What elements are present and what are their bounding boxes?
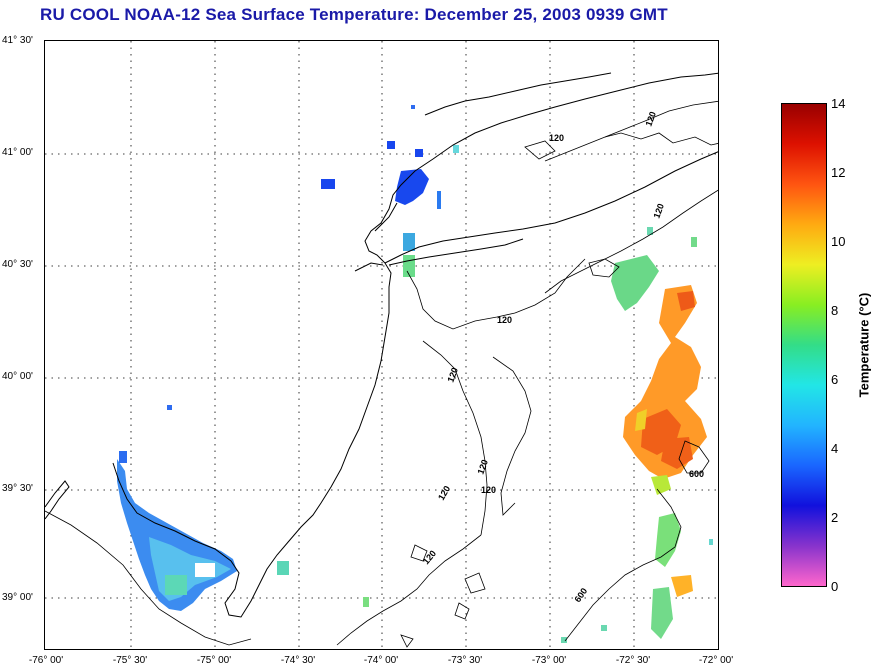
lon-label-76-00: -76° 00' <box>28 655 64 666</box>
lat-label-39-30: 39° 30' <box>2 483 33 494</box>
contour-label: 120 <box>549 133 564 143</box>
sst-slope-pixel <box>647 227 653 235</box>
colorbar-tick: 4 <box>831 441 839 456</box>
map-title: RU COOL NOAA-12 Sea Surface Temperature:… <box>40 5 668 24</box>
colorbar-tick: 6 <box>831 372 839 387</box>
lon-label-72-00: -72° 00' <box>698 655 734 666</box>
contour-label: 120 <box>497 315 512 325</box>
lat-label-40-00: 40° 00' <box>2 371 33 382</box>
lat-label-39-00: 39° 00' <box>2 592 33 603</box>
sst-slope-water-mid <box>651 475 671 495</box>
sst-slope-water-warm <box>671 575 693 597</box>
sst-slope-water-hot <box>677 291 695 311</box>
colorbar-tick: 10 <box>831 234 846 249</box>
sst-ny-patch <box>277 561 289 575</box>
sst-ny-harbor <box>395 169 429 205</box>
sst-map-svg: 120 120 120 120 120 120 120 120 120 600 … <box>45 41 718 649</box>
lon-label-75-30: -75° 30' <box>112 655 148 666</box>
lat-label-41-00: 41° 00' <box>2 147 33 158</box>
sst-ny-patch <box>321 179 335 189</box>
sst-pixels <box>117 105 713 643</box>
sst-bay-patch <box>167 405 172 410</box>
sst-bay-patch <box>165 575 187 595</box>
coastline <box>45 72 718 618</box>
contour-label: 120 <box>651 202 666 220</box>
sst-slope-water-hot <box>661 437 693 469</box>
sst-ny-patch <box>363 597 369 607</box>
lon-label-74-00: -74° 00' <box>363 655 399 666</box>
contour-label: 120 <box>421 548 438 566</box>
lon-label-72-30: -72° 30' <box>615 655 651 666</box>
temperature-colorbar <box>781 103 827 587</box>
sst-ny-patch <box>403 233 415 251</box>
lon-label-73-00: -73° 00' <box>531 655 567 666</box>
contour-label: 600 <box>572 586 589 604</box>
sst-slope-pixel <box>709 539 713 545</box>
contour-label: 120 <box>481 485 496 495</box>
contour-label: 600 <box>689 469 704 479</box>
sst-ny-patch <box>453 145 459 153</box>
sst-slope-water-green <box>655 513 681 567</box>
sst-bay-patch <box>119 451 127 463</box>
colorbar-tick: 14 <box>831 96 846 111</box>
sst-slope-water-green <box>611 255 659 311</box>
sst-slope-water-green <box>651 587 673 639</box>
sst-map-panel: 120 120 120 120 120 120 120 120 120 600 … <box>44 40 719 650</box>
contour-label: 120 <box>436 484 452 502</box>
sst-slope-pixel <box>561 637 567 643</box>
lat-label-41-30: 41° 30' <box>2 35 33 46</box>
lon-label-73-30: -73° 30' <box>447 655 483 666</box>
colorbar-tick: 0 <box>831 579 839 594</box>
sst-ny-patch <box>387 141 395 149</box>
sst-slope-water-mid <box>635 409 647 431</box>
sst-ny-patch <box>415 149 423 157</box>
sst-ny-patch <box>403 255 415 277</box>
lat-label-40-30: 40° 30' <box>2 259 33 270</box>
colorbar-tick: 12 <box>831 165 846 180</box>
colorbar-label: Temperature (°C) <box>856 292 872 398</box>
sst-ny-patch <box>411 105 415 109</box>
contour-label: 120 <box>445 366 460 384</box>
contour-label: 120 <box>643 110 658 128</box>
sst-slope-pixel <box>601 625 607 631</box>
colorbar-tick: 2 <box>831 510 839 525</box>
sst-slope-pixel <box>691 237 697 247</box>
sst-bay-patch <box>195 563 215 577</box>
lon-label-74-30: -74° 30' <box>280 655 316 666</box>
isobath-contours <box>45 100 718 648</box>
colorbar-tick: 8 <box>831 303 839 318</box>
lon-label-75-00: -75° 00' <box>196 655 232 666</box>
sst-ny-patch <box>437 191 441 209</box>
contour-label: 120 <box>475 458 490 476</box>
